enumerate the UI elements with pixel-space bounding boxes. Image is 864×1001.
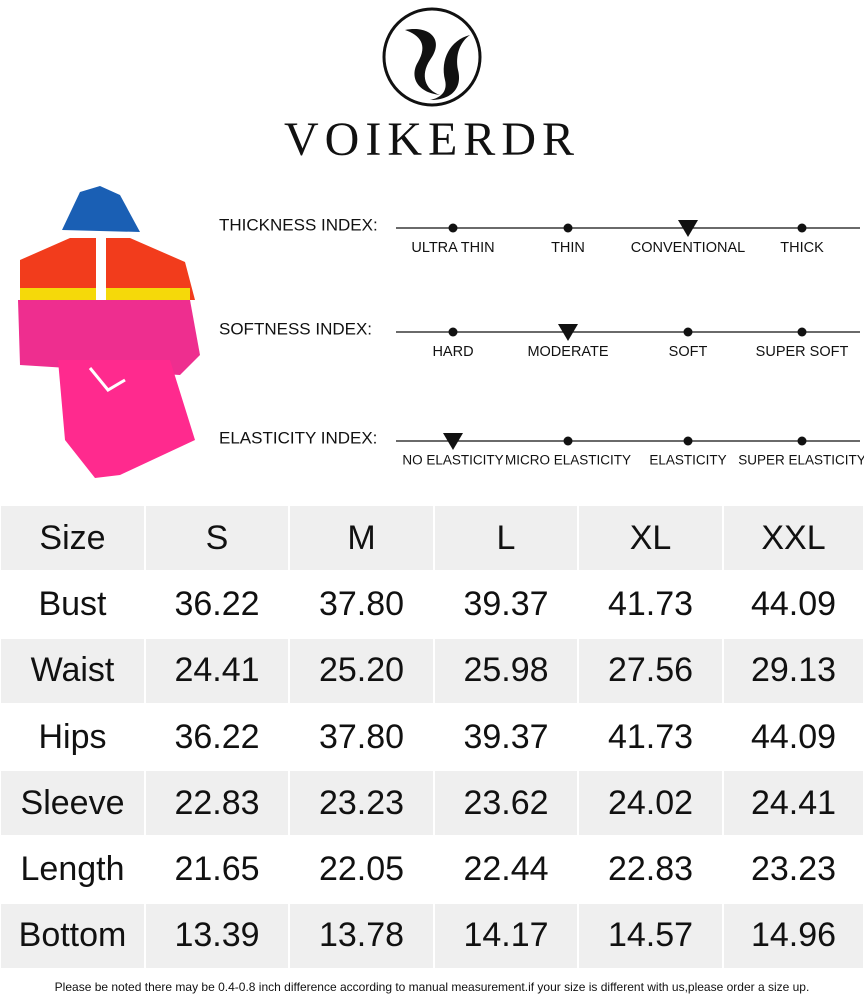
row-label: Sleeve xyxy=(0,770,145,837)
measurement: 39.37 xyxy=(434,571,578,638)
index-dot xyxy=(563,436,573,446)
row-label: Bottom xyxy=(0,902,145,970)
index-dot xyxy=(683,436,693,446)
measurement: 24.41 xyxy=(145,637,289,704)
index-option: MODERATE xyxy=(527,344,608,360)
measurement: 14.17 xyxy=(434,902,578,970)
measurement: 22.83 xyxy=(578,836,723,903)
index-option: SUPER SOFT xyxy=(756,344,849,360)
size-header: XXL xyxy=(723,505,864,572)
measurement: 24.41 xyxy=(723,770,864,837)
logo-circle xyxy=(382,7,482,107)
measurement: 25.20 xyxy=(289,637,434,704)
measurement: 13.39 xyxy=(145,902,289,970)
product-image xyxy=(18,186,200,478)
measurement: 23.62 xyxy=(434,770,578,837)
measurement: 44.09 xyxy=(723,703,864,771)
measurement: 22.44 xyxy=(434,836,578,903)
logo-mark xyxy=(430,35,470,100)
index-dot xyxy=(683,327,693,337)
size-header: L xyxy=(434,505,578,572)
index-dot xyxy=(563,223,573,233)
index-dot xyxy=(797,327,807,337)
index-option: SUPER ELASTICITY xyxy=(738,453,864,468)
index-dot xyxy=(797,223,807,233)
measurement: 23.23 xyxy=(289,770,434,837)
logo-mark xyxy=(405,29,440,95)
size-header: XL xyxy=(578,505,723,572)
measurement: 39.37 xyxy=(434,703,578,771)
index-marker xyxy=(558,324,578,341)
row-label: Size xyxy=(0,505,145,572)
measurement: 41.73 xyxy=(578,703,723,771)
index-option: CONVENTIONAL xyxy=(631,240,745,256)
measurement: 44.09 xyxy=(723,571,864,638)
measurement: 24.02 xyxy=(578,770,723,837)
size-header: S xyxy=(145,505,289,572)
size-header: M xyxy=(289,505,434,572)
header-graphics: THICKNESS INDEX: ULTRA THIN THIN CONVENTION… xyxy=(18,7,864,478)
measurement: 41.73 xyxy=(578,571,723,638)
index-option: SOFT xyxy=(669,344,708,360)
index-label: ELASTICITY INDEX: xyxy=(219,428,377,447)
index-marker xyxy=(678,220,698,237)
measurement: 14.96 xyxy=(723,902,864,970)
index-option: ULTRA THIN xyxy=(411,240,494,256)
index-marker xyxy=(443,433,463,450)
measurement: 25.98 xyxy=(434,637,578,704)
measurement: 22.83 xyxy=(145,770,289,837)
footnote: Please be noted there may be 0.4-0.8 inc… xyxy=(54,980,810,994)
index-option: ELASTICITY xyxy=(649,453,726,468)
index-dot xyxy=(448,223,458,233)
measurement: 23.23 xyxy=(723,836,864,903)
index-label: THICKNESS INDEX: xyxy=(219,215,378,234)
index-option: MICRO ELASTICITY xyxy=(505,453,631,468)
index-option: NO ELASTICITY xyxy=(402,453,503,468)
index-option: THIN xyxy=(551,240,585,256)
index-option: THICK xyxy=(780,240,824,256)
row-label: Hips xyxy=(0,703,145,771)
measurement: 37.80 xyxy=(289,571,434,638)
measurement: 37.80 xyxy=(289,703,434,771)
brand-name: VOIKERDR xyxy=(284,113,580,166)
index-dot xyxy=(448,327,458,337)
measurement: 27.56 xyxy=(578,637,723,704)
row-label: Length xyxy=(0,836,145,903)
measurement: 13.78 xyxy=(289,902,434,970)
measurement: 36.22 xyxy=(145,703,289,771)
row-label: Waist xyxy=(0,637,145,704)
measurement: 21.65 xyxy=(145,836,289,903)
measurement: 29.13 xyxy=(723,637,864,704)
row-label: Bust xyxy=(0,571,145,638)
measurement: 14.57 xyxy=(578,902,723,970)
measurement: 36.22 xyxy=(145,571,289,638)
index-dot xyxy=(797,436,807,446)
index-label: SOFTNESS INDEX: xyxy=(219,319,372,338)
measurement: 22.05 xyxy=(289,836,434,903)
index-option: HARD xyxy=(432,344,473,360)
